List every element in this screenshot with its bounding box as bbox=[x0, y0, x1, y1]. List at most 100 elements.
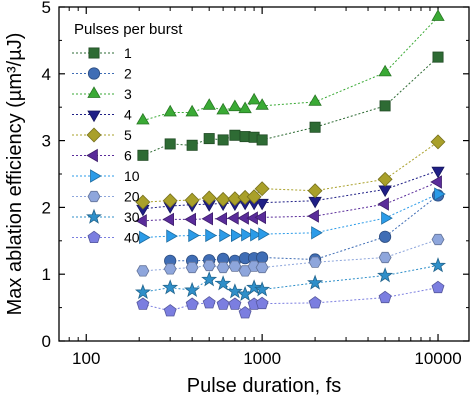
data-point-10 bbox=[381, 211, 393, 225]
data-point-5 bbox=[254, 181, 270, 197]
legend-label-20: 20 bbox=[124, 189, 140, 205]
legend-label-2: 2 bbox=[124, 66, 132, 82]
y-tick-label: 4 bbox=[42, 65, 51, 84]
data-point-1 bbox=[186, 139, 198, 151]
data-point-30 bbox=[226, 283, 243, 299]
series-points bbox=[135, 9, 447, 319]
data-point-4 bbox=[431, 166, 445, 179]
data-point-10 bbox=[188, 228, 200, 243]
data-point-10 bbox=[434, 187, 446, 201]
data-point-1 bbox=[256, 134, 268, 146]
data-point-10 bbox=[241, 228, 253, 242]
data-point-10 bbox=[139, 230, 151, 245]
data-point-40 bbox=[431, 280, 445, 294]
data-point-6 bbox=[307, 209, 319, 223]
data-point-10 bbox=[205, 228, 217, 243]
data-point-5 bbox=[162, 193, 178, 209]
data-point-5 bbox=[135, 194, 151, 210]
data-point-3 bbox=[163, 104, 177, 117]
data-point-3 bbox=[431, 9, 445, 21]
legend-label-10: 10 bbox=[124, 168, 140, 184]
legend-marker-30 bbox=[86, 208, 102, 224]
data-point-10 bbox=[311, 226, 323, 240]
data-point-3 bbox=[202, 98, 216, 110]
axis-ticks: 0 1 2 3 4 5 100 1000 10000 bbox=[42, 0, 469, 368]
legend-title: Pulses per burst bbox=[74, 21, 183, 38]
data-point-1 bbox=[203, 133, 215, 145]
x-tick-label: 1000 bbox=[243, 349, 281, 368]
data-point-30 bbox=[162, 279, 179, 295]
x-tick-label: 10000 bbox=[414, 349, 461, 368]
data-point-6 bbox=[227, 211, 239, 225]
data-point-4 bbox=[308, 196, 322, 209]
data-point-40 bbox=[216, 297, 230, 310]
data-point-1 bbox=[229, 129, 241, 141]
data-point-20 bbox=[308, 256, 322, 268]
data-point-2 bbox=[378, 230, 392, 243]
data-point-5 bbox=[237, 189, 253, 205]
legend-marker-10 bbox=[90, 169, 102, 183]
legend-label-5: 5 bbox=[124, 127, 132, 143]
data-point-1 bbox=[137, 149, 149, 161]
data-point-5 bbox=[307, 183, 323, 199]
data-point-6 bbox=[430, 175, 442, 189]
x-axis-title: Pulse duration, fs bbox=[187, 375, 342, 397]
data-point-30 bbox=[307, 274, 324, 290]
data-point-3 bbox=[136, 112, 150, 125]
legend-label-6: 6 bbox=[124, 148, 132, 164]
data-point-30 bbox=[246, 279, 262, 295]
data-point-3 bbox=[228, 99, 242, 112]
data-point-40 bbox=[163, 304, 177, 317]
legend-label-30: 30 bbox=[124, 209, 140, 225]
series-line-5 bbox=[142, 141, 439, 203]
data-point-1 bbox=[217, 134, 229, 146]
data-point-20 bbox=[255, 261, 269, 274]
data-point-20 bbox=[431, 233, 445, 246]
y-tick-label: 1 bbox=[42, 265, 51, 284]
legend-marker-2 bbox=[87, 67, 101, 80]
data-point-40 bbox=[136, 297, 150, 310]
legend-marker-1 bbox=[88, 47, 100, 59]
data-point-5 bbox=[215, 191, 231, 207]
data-point-3 bbox=[255, 98, 269, 110]
data-point-10 bbox=[230, 228, 243, 243]
legend-marker-40 bbox=[87, 230, 101, 244]
data-point-20 bbox=[202, 259, 216, 272]
data-point-20 bbox=[185, 261, 199, 274]
data-point-1 bbox=[432, 51, 444, 63]
data-point-6 bbox=[135, 214, 147, 228]
data-point-30 bbox=[430, 257, 447, 273]
data-point-10 bbox=[219, 228, 231, 243]
data-point-5 bbox=[184, 192, 200, 208]
data-point-20 bbox=[216, 261, 230, 274]
series-line-40 bbox=[142, 287, 439, 314]
data-point-10 bbox=[166, 229, 178, 243]
legend-marker-3 bbox=[87, 86, 101, 98]
legend-label-4: 4 bbox=[124, 107, 132, 123]
data-point-40 bbox=[255, 296, 269, 310]
legend-marker-6 bbox=[86, 148, 98, 163]
series-line-3 bbox=[142, 16, 439, 122]
data-point-5 bbox=[246, 189, 262, 205]
data-point-40 bbox=[378, 290, 392, 304]
data-point-40 bbox=[228, 297, 242, 310]
legend-marker-4 bbox=[87, 110, 101, 123]
y-tick-label: 0 bbox=[42, 332, 51, 351]
data-point-5 bbox=[227, 191, 243, 207]
legend-label-40: 40 bbox=[124, 230, 140, 246]
y-tick-label: 3 bbox=[42, 132, 51, 151]
data-point-5 bbox=[430, 134, 446, 150]
legend-label-1: 1 bbox=[124, 45, 132, 61]
y-tick-label: 5 bbox=[42, 0, 51, 17]
y-tick-label: 2 bbox=[42, 198, 51, 217]
data-point-30 bbox=[254, 281, 271, 297]
data-point-3 bbox=[238, 101, 252, 114]
data-point-30 bbox=[184, 281, 201, 298]
data-point-30 bbox=[377, 267, 393, 283]
data-point-4 bbox=[378, 185, 392, 198]
data-point-30 bbox=[135, 283, 151, 300]
data-point-6 bbox=[254, 210, 267, 225]
data-point-3 bbox=[308, 94, 322, 106]
data-point-40 bbox=[185, 297, 199, 310]
